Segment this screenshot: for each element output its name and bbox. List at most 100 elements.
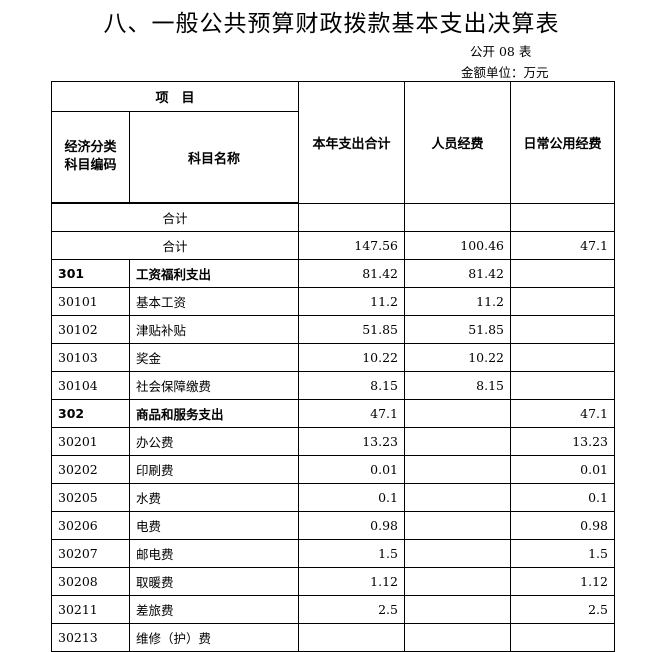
subject-name-cell: 商品和服务支出 (129, 399, 299, 428)
public-cell: 13.23 (510, 427, 615, 456)
public-cell: 0.98 (510, 511, 615, 540)
subtotal-total (298, 203, 405, 232)
personnel-cell (404, 483, 511, 512)
total-cell: 11.2 (298, 287, 405, 316)
total-row: 合计 147.56 100.46 47.1 (51, 231, 615, 260)
econ-code-cell: 30102 (51, 315, 130, 344)
personnel-cell: 11.2 (404, 287, 511, 316)
col-header-public: 日常公用经费 (510, 81, 615, 204)
total-cell: 1.5 (298, 539, 405, 568)
public-cell: 47.1 (510, 399, 615, 428)
personnel-cell: 51.85 (404, 315, 511, 344)
public-cell (510, 343, 615, 372)
personnel-cell (404, 539, 511, 568)
personnel-cell: 8.15 (404, 371, 511, 400)
total-cell: 2.5 (298, 595, 405, 624)
public-cell (510, 259, 615, 288)
total-cell: 0.1 (298, 483, 405, 512)
subject-name-cell: 奖金 (129, 343, 299, 372)
econ-code-header-line2: 科目编码 (64, 158, 117, 173)
public-cell: 1.12 (510, 567, 615, 596)
public-cell (510, 287, 615, 316)
econ-code-cell: 30103 (51, 343, 130, 372)
subject-name-cell: 电费 (129, 511, 299, 540)
subject-name-cell: 办公费 (129, 427, 299, 456)
total-cell: 47.1 (298, 399, 405, 428)
table-row: 30202 印刷费 0.01 0.01 (51, 455, 615, 484)
subject-name-header: 科目名称 (129, 111, 299, 203)
econ-code-cell: 30104 (51, 371, 130, 400)
personnel-cell: 81.42 (404, 259, 511, 288)
total-personnel: 100.46 (404, 231, 511, 260)
personnel-cell (404, 567, 511, 596)
table-row: 30103 奖金 10.22 10.22 (51, 343, 615, 372)
personnel-cell (404, 623, 511, 652)
total-cell: 0.01 (298, 455, 405, 484)
total-cell (298, 623, 405, 652)
public-cell: 1.5 (510, 539, 615, 568)
total-cell: 81.42 (298, 259, 405, 288)
expenditure-table: 项 目 本年支出合计 人员经费 日常公用经费 经济分类 科目编码 科目名称 合计… (51, 81, 615, 652)
amount-unit: 金额单位：万元 (461, 65, 549, 80)
subject-name-cell: 基本工资 (129, 287, 299, 316)
table-row: 301 工资福利支出 81.42 81.42 (51, 259, 615, 288)
total-value: 147.56 (298, 231, 405, 260)
project-header: 项 目 (51, 81, 299, 112)
personnel-cell (404, 399, 511, 428)
public-cell (510, 623, 615, 652)
table-row: 302 商品和服务支出 47.1 47.1 (51, 399, 615, 428)
subject-name-cell: 差旅费 (129, 595, 299, 624)
public-cell (510, 371, 615, 400)
personnel-cell (404, 427, 511, 456)
table-row: 30104 社会保障缴费 8.15 8.15 (51, 371, 615, 400)
subject-name-cell: 印刷费 (129, 455, 299, 484)
public-cell: 0.01 (510, 455, 615, 484)
subtotal-personnel (404, 203, 511, 232)
econ-code-header-line1: 经济分类 (64, 140, 117, 155)
subtotal-public (510, 203, 615, 232)
table-row: 30208 取暖费 1.12 1.12 (51, 567, 615, 596)
personnel-cell (404, 595, 511, 624)
total-public: 47.1 (510, 231, 615, 260)
table-row: 30207 邮电费 1.5 1.5 (51, 539, 615, 568)
econ-code-cell: 30205 (51, 483, 130, 512)
table-row: 30205 水费 0.1 0.1 (51, 483, 615, 512)
econ-code-cell: 30208 (51, 567, 130, 596)
subtotal-row: 合计 (51, 203, 615, 232)
public-cell: 0.1 (510, 483, 615, 512)
total-cell: 51.85 (298, 315, 405, 344)
table-row: 30206 电费 0.98 0.98 (51, 511, 615, 540)
col-header-personnel: 人员经费 (404, 81, 511, 204)
subject-name-cell: 水费 (129, 483, 299, 512)
econ-code-cell: 301 (51, 259, 130, 288)
total-cell: 13.23 (298, 427, 405, 456)
personnel-cell: 10.22 (404, 343, 511, 372)
subject-name-cell: 津贴补贴 (129, 315, 299, 344)
econ-code-header: 经济分类 科目编码 (51, 111, 130, 203)
col-header-total: 本年支出合计 (298, 81, 405, 204)
table-row: 30201 办公费 13.23 13.23 (51, 427, 615, 456)
total-cell: 0.98 (298, 511, 405, 540)
table-row: 30211 差旅费 2.5 2.5 (51, 595, 615, 624)
econ-code-cell: 30211 (51, 595, 130, 624)
total-cell: 10.22 (298, 343, 405, 372)
total-cell: 8.15 (298, 371, 405, 400)
subject-name-cell: 取暖费 (129, 567, 299, 596)
subtotal-label: 合计 (51, 203, 299, 232)
personnel-cell (404, 511, 511, 540)
subject-name-cell: 社会保障缴费 (129, 371, 299, 400)
table-row: 30213 维修（护）费 (51, 623, 615, 652)
subject-name-cell: 维修（护）费 (129, 623, 299, 652)
total-cell: 1.12 (298, 567, 405, 596)
subject-name-cell: 工资福利支出 (129, 259, 299, 288)
personnel-cell (404, 455, 511, 484)
form-number: 公开 08 表 (470, 44, 532, 59)
econ-code-cell: 30202 (51, 455, 130, 484)
table-row: 30102 津贴补贴 51.85 51.85 (51, 315, 615, 344)
total-label: 合计 (51, 231, 299, 260)
page-title: 八、一般公共预算财政拨款基本支出决算表 (103, 11, 560, 37)
public-cell: 2.5 (510, 595, 615, 624)
econ-code-cell: 30201 (51, 427, 130, 456)
table-row: 30101 基本工资 11.2 11.2 (51, 287, 615, 316)
econ-code-cell: 30207 (51, 539, 130, 568)
